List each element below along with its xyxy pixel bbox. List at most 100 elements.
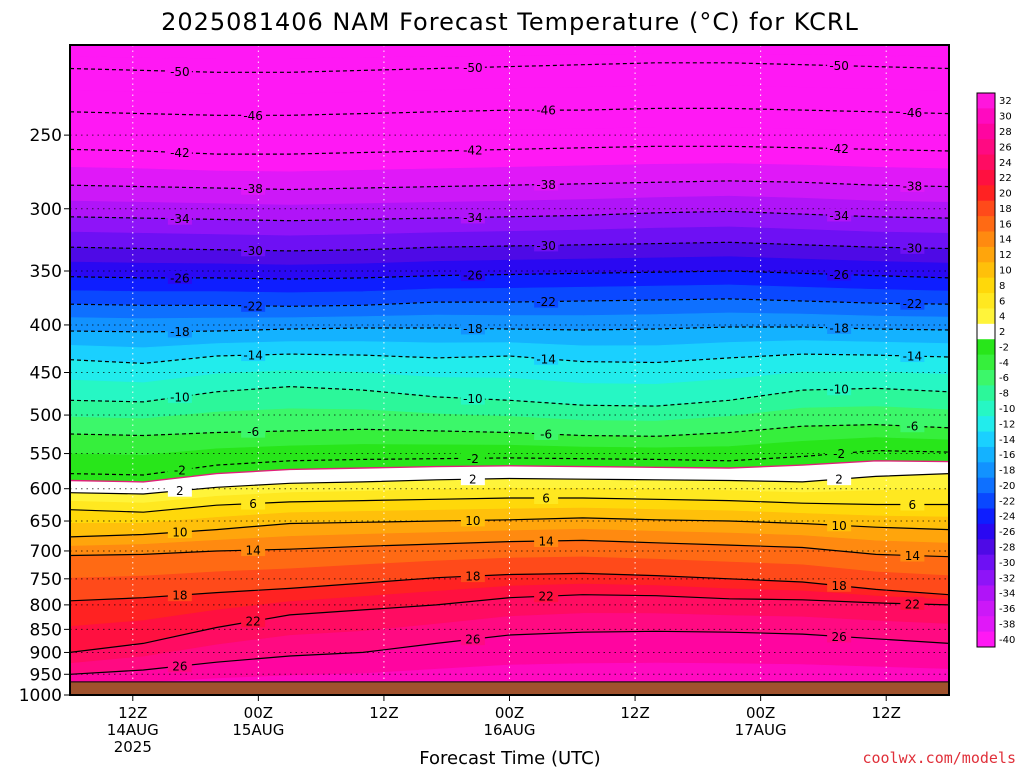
- colorbar-swatch: [977, 554, 995, 571]
- colorbar-tick-label: 4: [999, 312, 1005, 323]
- y-tick-label: 500: [30, 406, 62, 426]
- contour-label-bg: [900, 419, 925, 433]
- contour-label-bg: [900, 240, 925, 254]
- contour-label: -30: [536, 239, 556, 253]
- chart-title: 2025081406 NAM Forecast Temperature (°C)…: [161, 8, 859, 36]
- contour-label: -22: [536, 295, 556, 309]
- colorbar-tick-label: -8: [999, 389, 1009, 400]
- x-tick-label: 12Z: [369, 704, 398, 722]
- contour-label-bg: [241, 496, 266, 510]
- colorbar-tick-label: -2: [999, 342, 1009, 353]
- colorbar-tick-label: -36: [999, 604, 1015, 615]
- contour-label: 18: [465, 570, 480, 584]
- contour-label-bg: [460, 569, 485, 583]
- contour-label-bg: [827, 267, 852, 281]
- contour-label: 10: [831, 519, 846, 533]
- contour-label-bg: [534, 103, 559, 117]
- contour-label-bg: [167, 525, 192, 539]
- contour-label: -34: [170, 212, 190, 226]
- colorbar-tick-label: -10: [999, 404, 1015, 415]
- contour-label-bg: [827, 141, 852, 155]
- contour-label: -22: [243, 299, 263, 313]
- contour-label: -26: [829, 268, 849, 282]
- contour-lines: -50 -50 -50 -46 -46 -46 -42 -42 -42 -38 -38 -38 -34 -…: [70, 58, 949, 675]
- y-axis: 250 300 350 400 450 500 550 600 650 700 750 800 850 9…: [19, 126, 70, 706]
- contour-label: -2: [833, 447, 845, 461]
- colorbar-frame: [976, 92, 996, 648]
- contour-label: -10: [170, 390, 190, 404]
- contour-label-bg: [241, 108, 266, 122]
- colorbar-swatch: [977, 539, 995, 556]
- x-tick-label: 00Z: [495, 704, 524, 722]
- x-tick-label: 12Z: [872, 704, 901, 722]
- contour-label-bg: [900, 497, 925, 511]
- y-tick-label: 650: [30, 512, 62, 532]
- contour-label-bg: [167, 324, 192, 338]
- contour-label-bg: [241, 298, 266, 312]
- contour-label: 14: [905, 549, 920, 563]
- colorbar-tick-label: -30: [999, 558, 1015, 569]
- colorbar-swatch: [977, 508, 995, 525]
- contour-label-bg: [534, 589, 559, 603]
- contour-label-bg: [241, 424, 266, 438]
- colorbar-swatch: [977, 339, 995, 356]
- colorbar-swatch: [977, 585, 995, 602]
- contour-label-bg: [167, 64, 192, 78]
- colorbar-swatch: [977, 231, 995, 248]
- x-tick-label: 12Z: [118, 704, 147, 722]
- colorbar-swatch: [977, 462, 995, 479]
- contour-label: -38: [536, 178, 556, 192]
- ground-area: [70, 681, 949, 695]
- contour-label: -46: [243, 109, 263, 123]
- colorbar-tick-label: 30: [999, 112, 1012, 123]
- contour-label-bg: [460, 472, 485, 486]
- contour-label-bg: [241, 614, 266, 628]
- contour-label-bg: [241, 181, 266, 195]
- contour-line: [70, 385, 949, 407]
- y-tick-label: 700: [30, 542, 62, 562]
- contour-label: 2: [469, 473, 477, 487]
- contour-label: -26: [170, 271, 190, 285]
- colorbar-swatch: [977, 139, 995, 156]
- colorbar-tick-label: 2: [999, 327, 1005, 338]
- colorbar-swatch: [977, 616, 995, 633]
- contour-line: [70, 460, 949, 483]
- contour-label: -30: [243, 244, 263, 258]
- contour-label: -42: [829, 142, 849, 156]
- contour-label-bg: [900, 548, 925, 562]
- colorbar-swatch: [977, 477, 995, 494]
- colorbar-tick-label: -24: [999, 512, 1015, 523]
- colorbar-swatch: [977, 354, 995, 371]
- colorbar-swatch: [977, 169, 995, 186]
- y-tick-label: 300: [30, 200, 62, 220]
- contour-label-bg: [534, 491, 559, 505]
- contour-label-bg: [460, 513, 485, 527]
- contour-label-bg: [167, 463, 192, 477]
- colorbar-tick-label: 16: [999, 219, 1012, 230]
- contour-label-bg: [241, 348, 266, 362]
- contour-label: -14: [903, 350, 923, 364]
- y-tick-label: 550: [30, 445, 62, 465]
- contour-label: 10: [172, 526, 187, 540]
- contour-label: -38: [903, 179, 923, 193]
- colorbar-swatch: [977, 277, 995, 294]
- colorbar-swatch: [977, 323, 995, 340]
- contour-label-bg: [827, 208, 852, 222]
- contour-line: [70, 594, 949, 653]
- contour-label: -2: [467, 452, 479, 466]
- colorbar-tick-label: -14: [999, 435, 1015, 446]
- contour-label-bg: [460, 143, 485, 157]
- y-tick-label: 250: [30, 126, 62, 146]
- colorbar-tick-label: -16: [999, 450, 1015, 461]
- y-tick-label: 950: [30, 665, 62, 685]
- colorbar-tick-label: 20: [999, 189, 1012, 200]
- contour-label-bg: [900, 296, 925, 310]
- colorbar-tick-label: 8: [999, 281, 1005, 292]
- colorbar-tick-label: 12: [999, 250, 1012, 261]
- contour-label-bg: [534, 238, 559, 252]
- contour-line: [70, 572, 949, 602]
- x-tick-label: 16AUG: [484, 721, 536, 739]
- contour-line: [70, 517, 949, 538]
- x-tick-label: 00Z: [244, 704, 273, 722]
